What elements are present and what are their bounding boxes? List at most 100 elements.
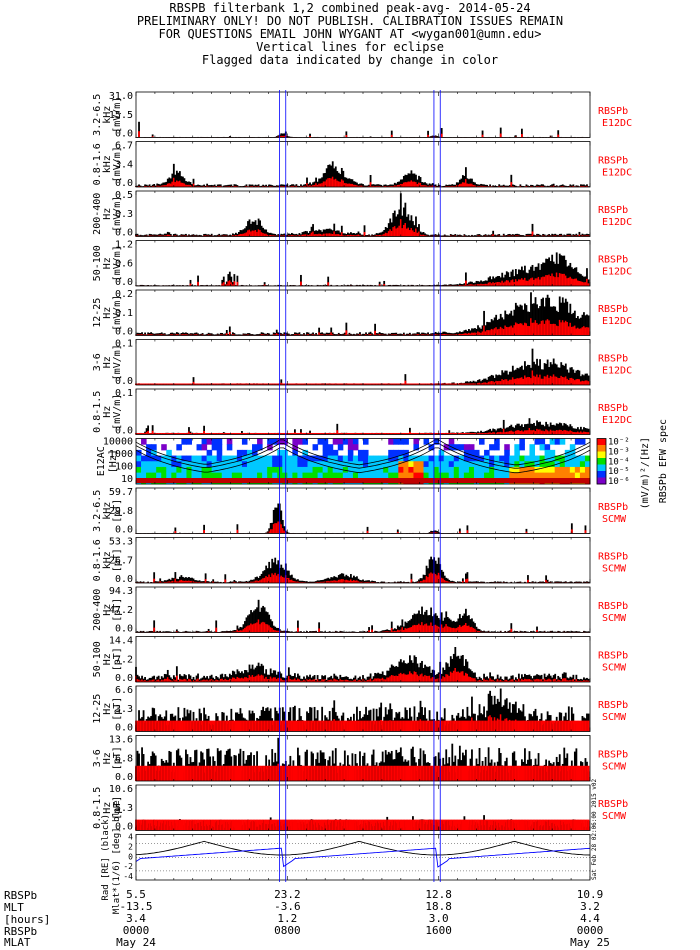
spec-cell bbox=[307, 461, 314, 468]
spec-cell bbox=[327, 461, 334, 468]
spec-cell bbox=[141, 461, 147, 468]
spec-cell bbox=[211, 461, 218, 468]
spec-cell bbox=[368, 472, 374, 479]
spec-cell bbox=[388, 449, 394, 457]
spec-cell bbox=[347, 472, 354, 479]
spec-cell bbox=[166, 466, 172, 474]
panel-unit-label: Hz bbox=[102, 307, 113, 319]
spec-cell bbox=[161, 461, 167, 468]
spec-cell bbox=[136, 461, 142, 468]
spec-cell bbox=[186, 455, 192, 462]
panel-unit-label: Hz bbox=[102, 406, 113, 418]
spec-cell bbox=[403, 466, 409, 474]
panel-unit-label: Hz bbox=[102, 208, 113, 220]
panel-tick-label: 0.5 bbox=[115, 190, 133, 201]
panel-tick-label: 0.6 bbox=[115, 258, 133, 269]
spec-cell bbox=[378, 455, 384, 462]
spec-cell bbox=[292, 461, 298, 468]
spec-cell bbox=[302, 438, 309, 445]
spec-cell bbox=[216, 455, 223, 462]
spec-cell bbox=[332, 438, 339, 445]
panel-probe-label: RBSPb bbox=[598, 403, 628, 414]
spec-cell bbox=[342, 461, 349, 468]
spec-cell bbox=[252, 444, 258, 451]
spec-cell bbox=[196, 455, 203, 462]
spec-cell bbox=[413, 444, 419, 451]
spec-cell bbox=[383, 466, 389, 474]
spec-cell bbox=[393, 472, 399, 479]
spec-cell bbox=[327, 444, 334, 451]
spec-cell bbox=[151, 472, 157, 479]
spec-cell bbox=[423, 472, 430, 479]
spec-cell bbox=[176, 472, 182, 479]
spec-cell bbox=[211, 438, 218, 445]
panel-unit-label: Hz bbox=[102, 356, 113, 368]
spec-cell bbox=[378, 466, 384, 474]
spec-cell bbox=[337, 461, 344, 468]
spec-cell bbox=[347, 455, 354, 462]
spec-cell bbox=[277, 466, 283, 474]
panel-tick-label: 15.5 bbox=[109, 110, 133, 121]
spec-cell bbox=[398, 466, 404, 474]
panel-tick-label: 3.4 bbox=[115, 159, 133, 170]
spec-cell bbox=[363, 438, 369, 445]
title-line-4: Vertical lines for eclipse bbox=[256, 40, 444, 54]
spec-cell bbox=[373, 455, 379, 462]
spec-cell bbox=[201, 444, 208, 451]
spec-cell bbox=[322, 444, 329, 451]
spec-cell bbox=[246, 455, 253, 462]
spec-cell bbox=[347, 449, 354, 457]
panel-probe-label: RBSPb bbox=[598, 205, 628, 216]
spec-cell bbox=[257, 455, 263, 462]
spec-cell bbox=[393, 461, 399, 468]
spec-cell bbox=[433, 461, 440, 468]
spec-cell bbox=[317, 466, 324, 474]
panel-meas-label: [mV/m] bbox=[112, 146, 123, 182]
spec-cell bbox=[151, 444, 157, 451]
spec-cell bbox=[272, 455, 278, 462]
spec-cell bbox=[342, 472, 349, 479]
spec-cell bbox=[196, 444, 203, 451]
spec-cell bbox=[267, 461, 273, 468]
spec-cell bbox=[357, 449, 364, 457]
panel-tick-label: 0.0 bbox=[115, 376, 133, 387]
spec-cell bbox=[363, 472, 369, 479]
spec-cell bbox=[246, 449, 253, 457]
spec-cell bbox=[297, 466, 303, 474]
spec-cell bbox=[368, 466, 374, 474]
spec-cell bbox=[408, 461, 414, 468]
spec-cell bbox=[292, 438, 298, 445]
spec-cell bbox=[352, 444, 359, 451]
spec-cell bbox=[257, 444, 263, 451]
spec-cell bbox=[277, 472, 283, 479]
spec-cell bbox=[196, 461, 203, 468]
panel-tick-label: 0.1 bbox=[115, 339, 133, 350]
spec-cell bbox=[363, 466, 369, 474]
spec-cell bbox=[272, 461, 278, 468]
spec-cell bbox=[201, 472, 208, 479]
spec-cell bbox=[383, 472, 389, 479]
spec-cell bbox=[236, 466, 243, 474]
spec-cell bbox=[388, 466, 394, 474]
spec-cell bbox=[408, 466, 414, 474]
spec-cell bbox=[352, 466, 359, 474]
spec-cell bbox=[161, 466, 167, 474]
title-line-3: FOR QUESTIONS EMAIL JOHN WYGANT AT <wyga… bbox=[158, 27, 542, 41]
spec-cell bbox=[161, 455, 167, 462]
spec-cell bbox=[277, 461, 283, 468]
panel-tick-label: 0.0 bbox=[115, 228, 133, 239]
spec-cell bbox=[201, 438, 208, 445]
spec-cell bbox=[191, 472, 198, 479]
spec-cell bbox=[282, 472, 288, 479]
panel-unit-label: kHz bbox=[102, 106, 113, 124]
spec-cell bbox=[297, 438, 303, 445]
spec-cell bbox=[357, 466, 364, 474]
spec-cell bbox=[156, 455, 162, 462]
spec-cell bbox=[423, 466, 430, 474]
spec-cell bbox=[196, 472, 203, 479]
spec-cell bbox=[267, 444, 273, 451]
